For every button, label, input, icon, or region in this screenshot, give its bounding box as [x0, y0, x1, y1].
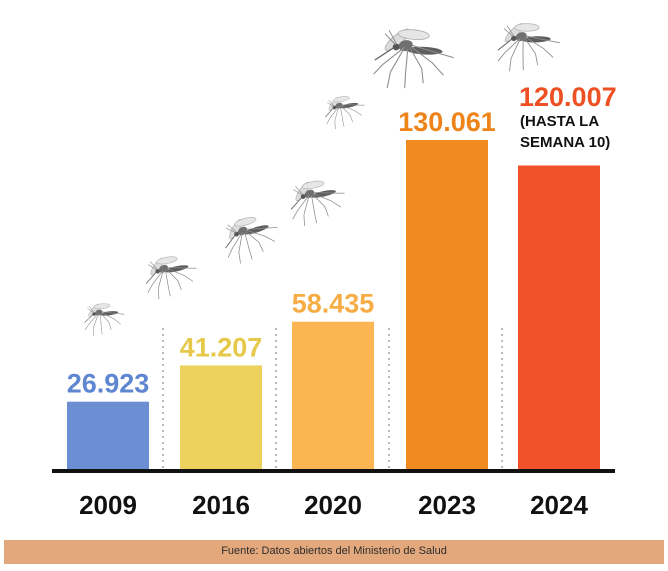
- mosquito-icon: [145, 256, 197, 300]
- mosquito-icon: [497, 23, 560, 72]
- source-band: Fuente: Datos abiertos del Ministerio de…: [4, 540, 664, 564]
- mosquito-decorations: [84, 23, 560, 336]
- bar-2020: [292, 321, 374, 470]
- mosquito-icon: [325, 96, 365, 130]
- value-label-2024: 120.007: [519, 82, 617, 112]
- x-tick-label-2020: 2020: [304, 490, 362, 520]
- x-tick-label-2009: 2009: [79, 490, 137, 520]
- mosquito-icon: [225, 217, 278, 264]
- bar-2009: [67, 401, 149, 470]
- bars: [67, 140, 600, 471]
- value-labels: 26.923 41.207 58.435 130.061 120.007: [67, 82, 617, 399]
- bar-2016: [180, 365, 262, 470]
- x-tick-label-2023: 2023: [418, 490, 476, 520]
- value-label-2009: 26.923: [67, 369, 150, 399]
- x-tick-labels: 2009 2016 2020 2023 2024: [79, 490, 588, 520]
- value-label-2020: 58.435: [292, 289, 375, 319]
- annotation-line: SEMANA 10): [520, 134, 610, 151]
- mosquito-icon: [84, 303, 125, 336]
- value-label-2016: 41.207: [180, 332, 263, 362]
- bar-2023: [406, 140, 488, 470]
- value-label-2023: 130.061: [398, 107, 496, 137]
- bar-2024: [518, 165, 600, 471]
- mosquito-icon: [290, 180, 345, 227]
- mosquito-icon: [373, 28, 454, 89]
- annotation-line: (HASTA LA: [520, 113, 599, 130]
- x-tick-label-2024: 2024: [530, 490, 588, 520]
- source-text: Fuente: Datos abiertos del Ministerio de…: [221, 545, 447, 557]
- annotations: (HASTA LA SEMANA 10): [520, 113, 610, 151]
- x-tick-label-2016: 2016: [192, 490, 250, 520]
